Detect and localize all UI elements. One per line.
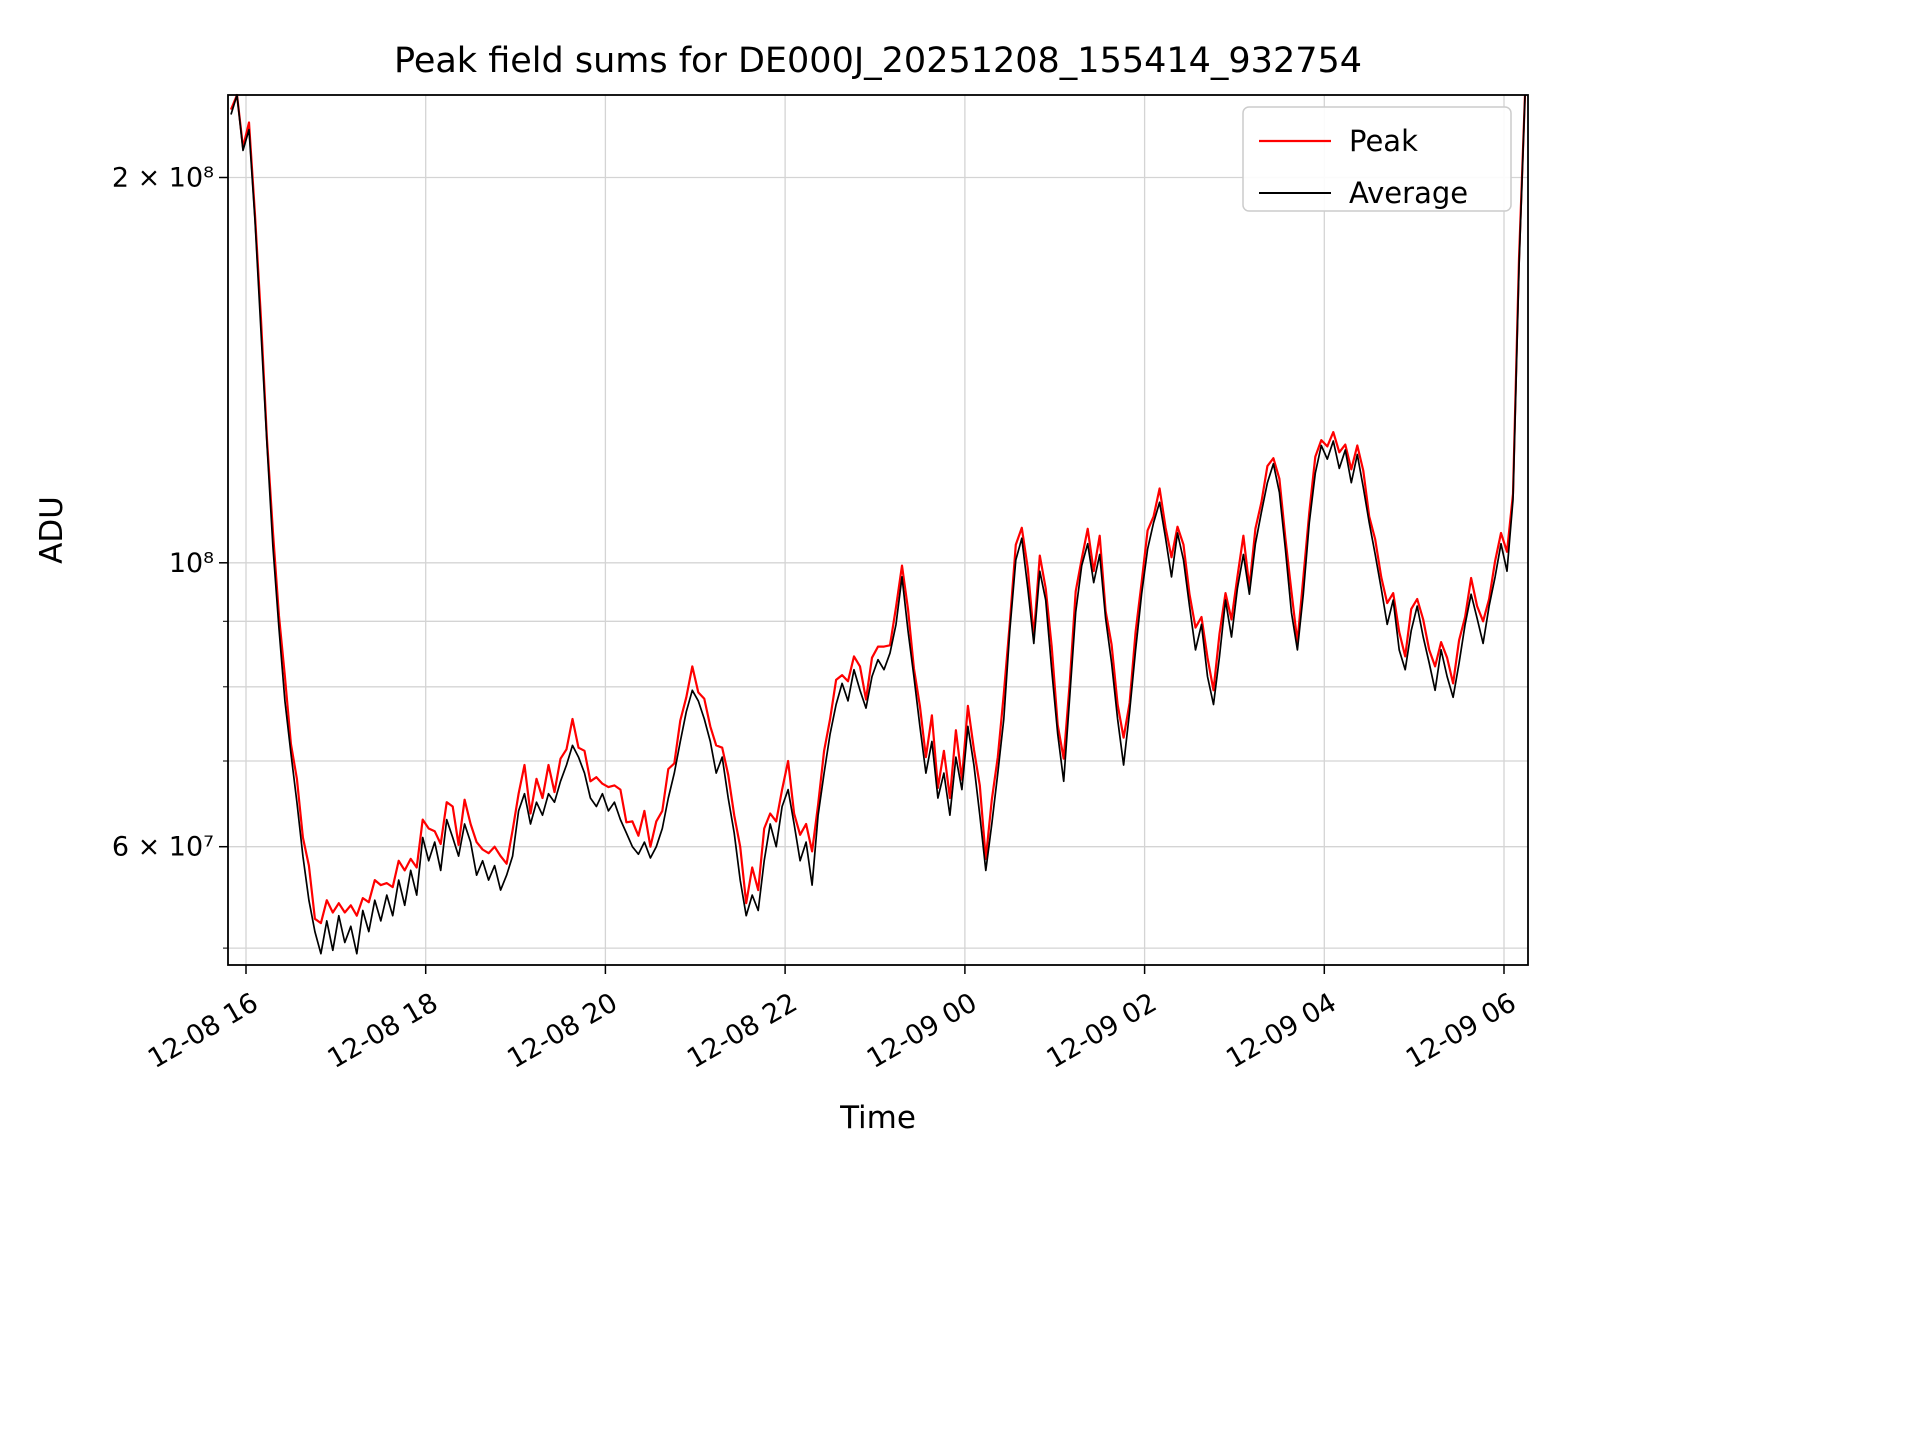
x-tick-labels: 12-08 16 12-08 18 12-08 20 12-08 22 12-09 00… bbox=[143, 987, 1522, 1075]
x-tick-label: 12-09 04 bbox=[1221, 987, 1342, 1075]
peak-line bbox=[229, 93, 1527, 925]
axes-spines bbox=[227, 94, 1529, 966]
x-tick-label: 12-08 18 bbox=[323, 987, 444, 1075]
y-tick-labels: 6 × 10⁷ 10⁸ 2 × 10⁸ bbox=[112, 163, 214, 863]
x-axis-label: Time bbox=[839, 1100, 916, 1136]
y-axis-label: ADU bbox=[34, 496, 70, 564]
legend-average-label: Average bbox=[1349, 176, 1468, 210]
series-group bbox=[229, 93, 1527, 955]
x-tick-label: 12-08 22 bbox=[682, 987, 803, 1075]
tick-marks bbox=[219, 176, 1505, 974]
legend: Peak Average bbox=[1242, 106, 1512, 212]
plot-area bbox=[228, 95, 1528, 965]
x-tick-label: 12-09 00 bbox=[862, 987, 983, 1075]
y-tick-label: 6 × 10⁷ bbox=[112, 832, 214, 863]
gridlines bbox=[228, 95, 1528, 965]
legend-peak-label: Peak bbox=[1349, 124, 1418, 158]
x-tick-label: 12-09 06 bbox=[1401, 987, 1522, 1075]
chart-title: Peak field sums for DE000J_20251208_1554… bbox=[394, 41, 1362, 81]
x-tick-label: 12-08 20 bbox=[502, 987, 623, 1075]
x-tick-label: 12-09 02 bbox=[1041, 987, 1162, 1075]
x-tick-label: 12-08 16 bbox=[143, 987, 264, 1075]
y-tick-label: 10⁸ bbox=[169, 548, 214, 579]
average-line bbox=[230, 94, 1526, 955]
y-tick-label: 2 × 10⁸ bbox=[112, 163, 214, 194]
legend-box bbox=[1242, 106, 1512, 212]
